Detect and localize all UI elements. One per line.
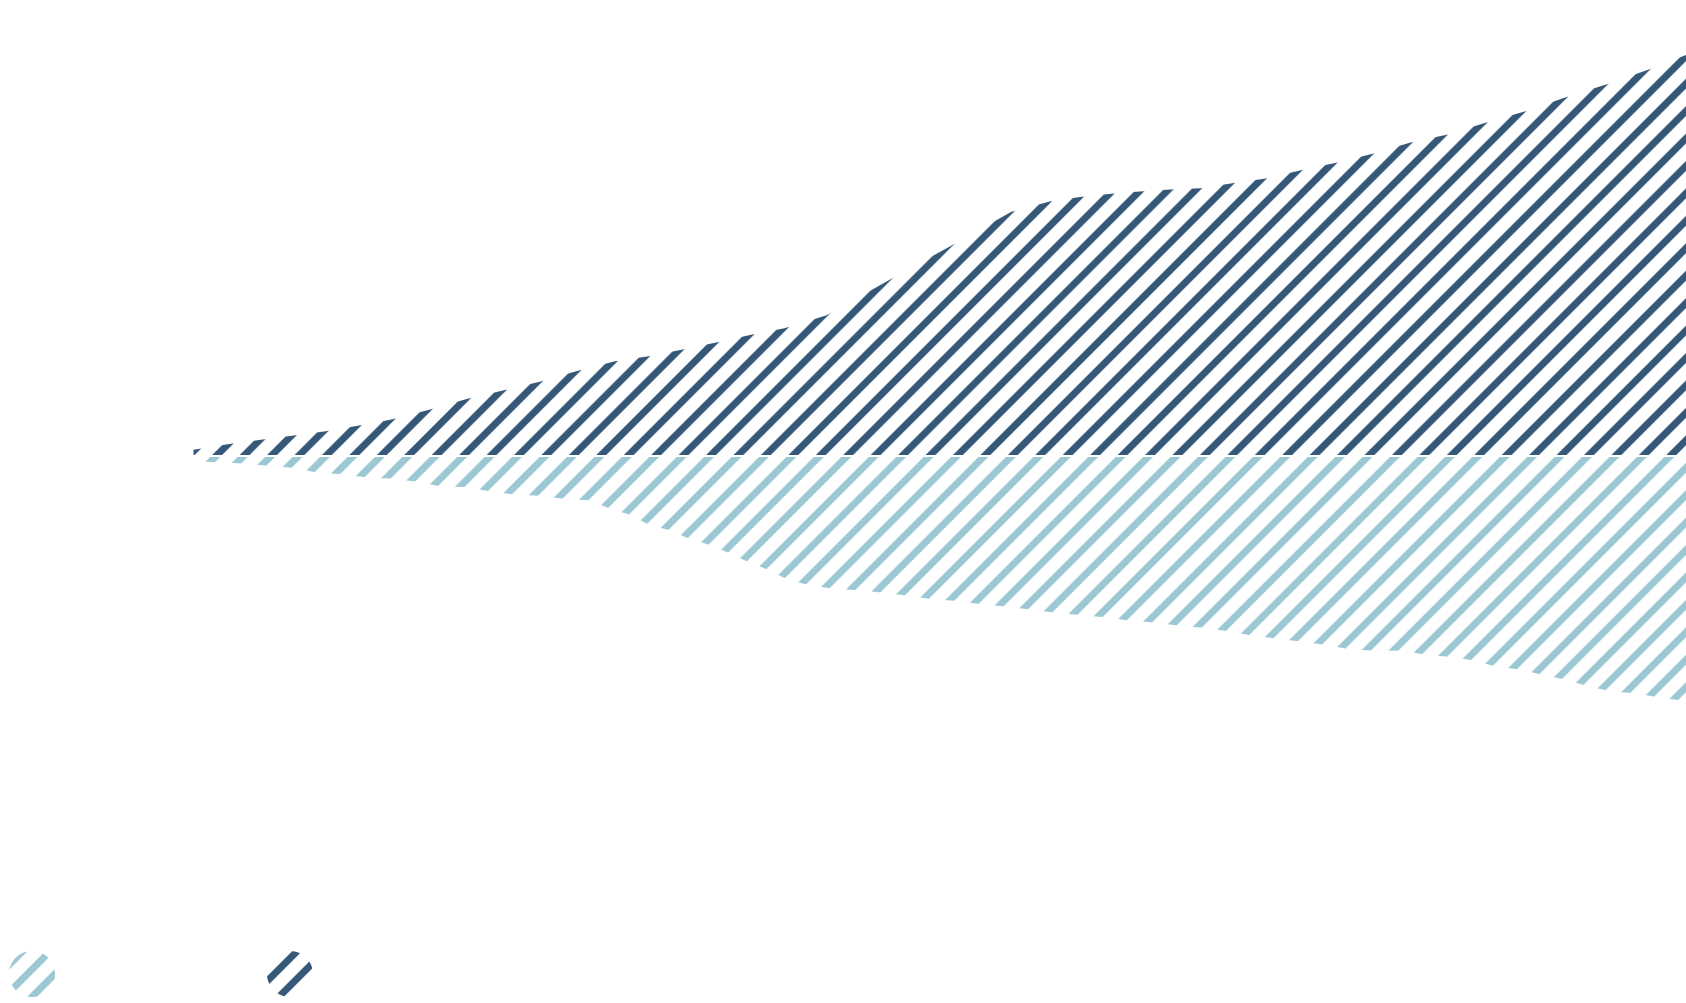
legend-swatch-dark-icon [267,951,313,997]
area-series-dark [193,55,1686,455]
plot-area [193,55,1686,701]
area-series-light [193,457,1686,701]
legend [9,951,313,997]
legend-swatch-light-icon [9,951,55,997]
